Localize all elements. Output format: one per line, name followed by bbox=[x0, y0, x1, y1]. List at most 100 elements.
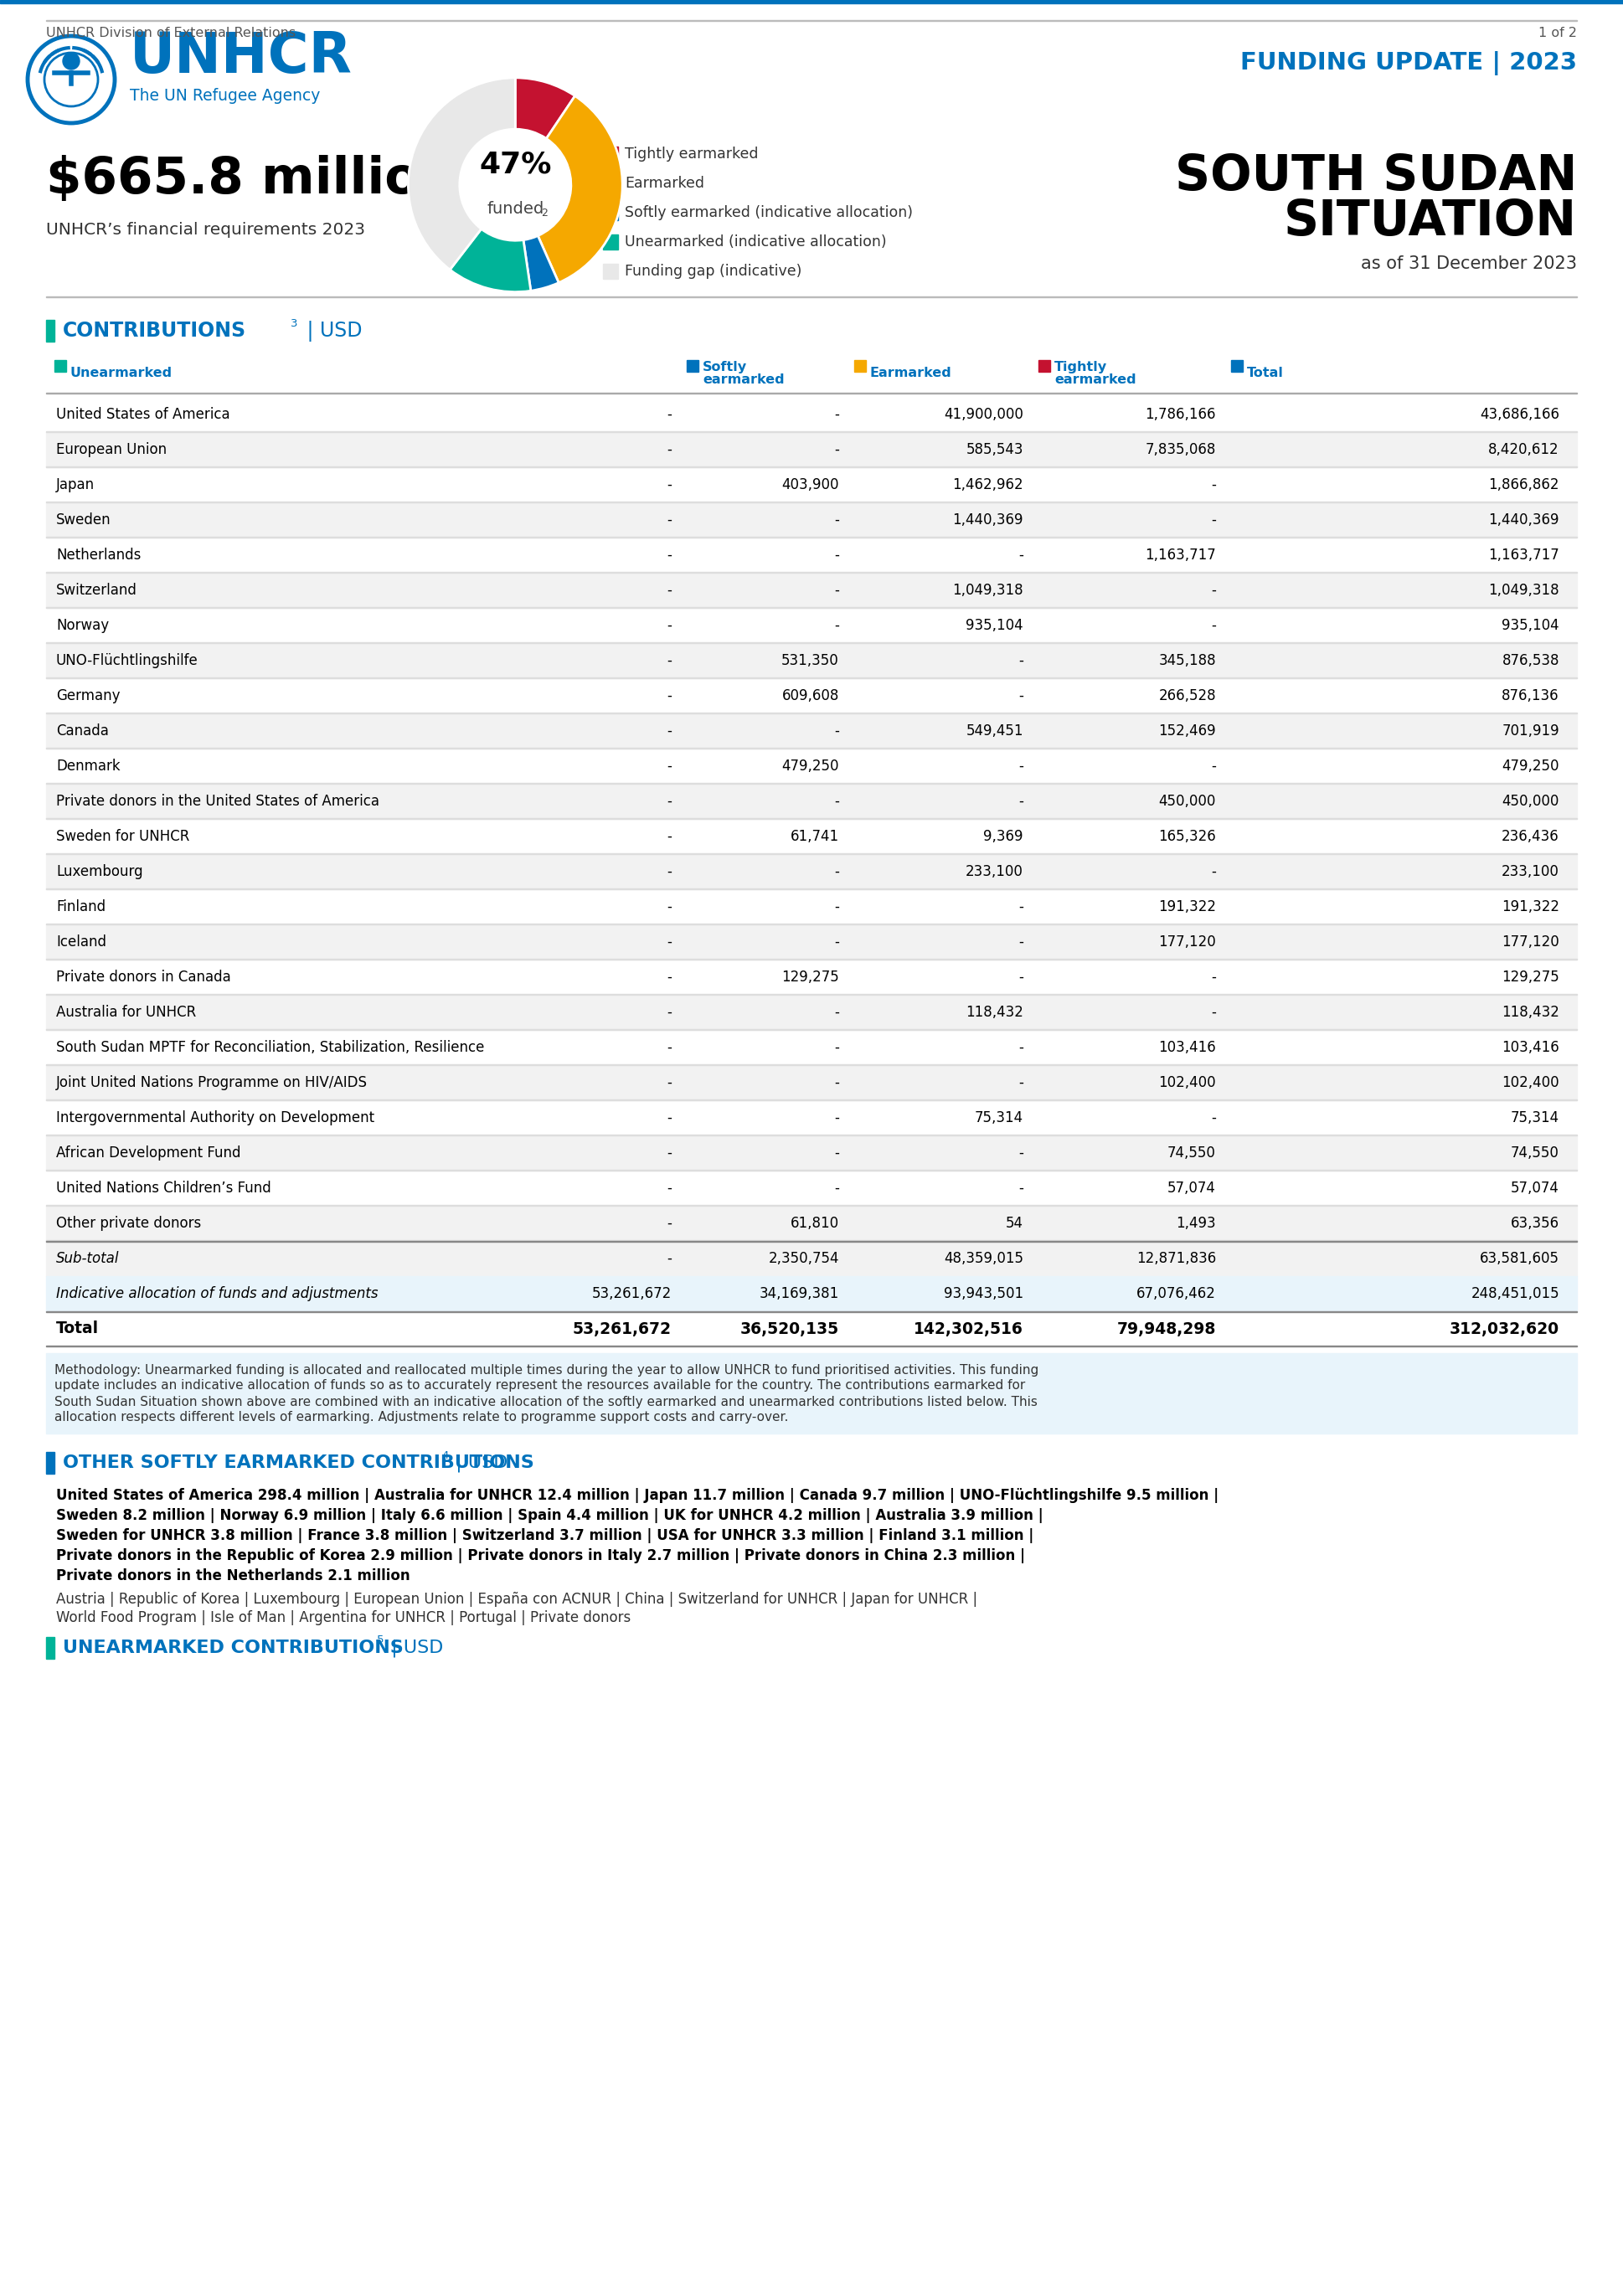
Text: 41,900,000: 41,900,000 bbox=[945, 406, 1024, 422]
Bar bbox=[687, 360, 698, 372]
Text: 403,900: 403,900 bbox=[782, 478, 839, 491]
Text: 36,520,135: 36,520,135 bbox=[740, 1320, 839, 1336]
Text: 129,275: 129,275 bbox=[782, 969, 839, 985]
Text: -: - bbox=[834, 549, 839, 563]
Text: Sweden for UNHCR 3.8 million | France 3.8 million | Switzerland 3.7 million | US: Sweden for UNHCR 3.8 million | France 3.… bbox=[57, 1529, 1034, 1543]
Wedge shape bbox=[537, 96, 622, 282]
Text: Canada: Canada bbox=[57, 723, 109, 739]
Text: $665.8 million: $665.8 million bbox=[45, 156, 456, 204]
Text: Japan: Japan bbox=[57, 478, 94, 491]
Bar bbox=[45, 432, 1578, 468]
Text: as of 31 December 2023: as of 31 December 2023 bbox=[1360, 255, 1578, 273]
Bar bbox=[604, 147, 618, 161]
Text: -: - bbox=[834, 1040, 839, 1056]
Bar bbox=[45, 1352, 1578, 1433]
Bar bbox=[45, 1137, 1578, 1171]
Text: Earmarked: Earmarked bbox=[870, 367, 953, 379]
Text: -: - bbox=[1019, 900, 1024, 914]
Text: UNEARMARKED CONTRIBUTIONS: UNEARMARKED CONTRIBUTIONS bbox=[63, 1639, 404, 1655]
Wedge shape bbox=[523, 236, 558, 292]
Text: Joint United Nations Programme on HIV/AIDS: Joint United Nations Programme on HIV/AI… bbox=[57, 1075, 368, 1091]
Bar bbox=[45, 714, 1578, 748]
Text: 1,049,318: 1,049,318 bbox=[1488, 583, 1560, 597]
Text: 75,314: 75,314 bbox=[975, 1111, 1024, 1125]
Text: 3: 3 bbox=[291, 317, 297, 328]
Text: CONTRIBUTIONS: CONTRIBUTIONS bbox=[63, 321, 247, 340]
Text: The UN Refugee Agency: The UN Refugee Agency bbox=[130, 87, 320, 103]
Text: 450,000: 450,000 bbox=[1159, 794, 1216, 808]
Text: 876,136: 876,136 bbox=[1501, 689, 1560, 703]
Text: Indicative allocation of funds and adjustments: Indicative allocation of funds and adjus… bbox=[57, 1286, 378, 1302]
Text: UNHCR’s financial requirements 2023: UNHCR’s financial requirements 2023 bbox=[45, 223, 370, 239]
Text: Total: Total bbox=[1246, 367, 1284, 379]
Bar bbox=[45, 925, 1578, 960]
Text: -: - bbox=[667, 794, 672, 808]
Text: Norway: Norway bbox=[57, 618, 109, 634]
Text: -: - bbox=[667, 549, 672, 563]
Bar bbox=[604, 177, 618, 191]
Text: Australia for UNHCR: Australia for UNHCR bbox=[57, 1006, 196, 1019]
Text: 12,871,836: 12,871,836 bbox=[1136, 1251, 1216, 1265]
Text: SITUATION: SITUATION bbox=[1284, 197, 1578, 246]
Text: United Nations Children’s Fund: United Nations Children’s Fund bbox=[57, 1180, 271, 1196]
Text: -: - bbox=[834, 618, 839, 634]
Text: Other private donors: Other private donors bbox=[57, 1217, 201, 1231]
Bar bbox=[45, 1240, 1578, 1277]
Bar bbox=[45, 319, 55, 342]
Text: 1,440,369: 1,440,369 bbox=[953, 512, 1024, 528]
Text: Private donors in the Republic of Korea 2.9 million | Private donors in Italy 2.: Private donors in the Republic of Korea … bbox=[57, 1548, 1026, 1564]
Text: 67,076,462: 67,076,462 bbox=[1136, 1286, 1216, 1302]
Text: Sub-total: Sub-total bbox=[57, 1251, 120, 1265]
Text: African Development Fund: African Development Fund bbox=[57, 1146, 240, 1159]
Text: 53,261,672: 53,261,672 bbox=[592, 1286, 672, 1302]
Text: Switzerland: Switzerland bbox=[57, 583, 138, 597]
Text: 585,543: 585,543 bbox=[966, 443, 1024, 457]
Text: Sweden 8.2 million | Norway 6.9 million | Italy 6.6 million | Spain 4.4 million : Sweden 8.2 million | Norway 6.9 million … bbox=[57, 1508, 1044, 1522]
Bar bbox=[604, 264, 618, 278]
Text: -: - bbox=[667, 583, 672, 597]
Text: funded: funded bbox=[487, 202, 544, 216]
Text: -: - bbox=[1019, 1040, 1024, 1056]
Bar bbox=[45, 783, 1578, 820]
Text: 1: 1 bbox=[448, 211, 454, 223]
Text: -: - bbox=[1211, 512, 1216, 528]
Text: -: - bbox=[834, 1075, 839, 1091]
Text: -: - bbox=[667, 1075, 672, 1091]
Bar bbox=[45, 1205, 1578, 1240]
Text: 177,120: 177,120 bbox=[1501, 934, 1560, 951]
Text: 54: 54 bbox=[1006, 1217, 1024, 1231]
Text: -: - bbox=[834, 443, 839, 457]
Text: -: - bbox=[667, 689, 672, 703]
Text: -: - bbox=[667, 829, 672, 845]
Text: FUNDING UPDATE | 2023: FUNDING UPDATE | 2023 bbox=[1240, 51, 1578, 76]
Text: 57,074: 57,074 bbox=[1167, 1180, 1216, 1196]
Text: 61,810: 61,810 bbox=[790, 1217, 839, 1231]
Bar bbox=[45, 572, 1578, 608]
Text: -: - bbox=[1019, 549, 1024, 563]
Wedge shape bbox=[450, 230, 531, 292]
Wedge shape bbox=[514, 78, 575, 138]
Text: -: - bbox=[1211, 969, 1216, 985]
Text: 5: 5 bbox=[377, 1635, 385, 1646]
Text: Total: Total bbox=[57, 1320, 99, 1336]
Bar bbox=[55, 360, 67, 372]
Text: -: - bbox=[667, 934, 672, 951]
Text: Funding gap (indicative): Funding gap (indicative) bbox=[625, 264, 802, 278]
Text: Private donors in the United States of America: Private donors in the United States of A… bbox=[57, 794, 380, 808]
Text: Unearmarked (indicative allocation): Unearmarked (indicative allocation) bbox=[625, 234, 886, 250]
Text: earmarked: earmarked bbox=[1055, 374, 1136, 386]
Text: 248,451,015: 248,451,015 bbox=[1470, 1286, 1560, 1302]
Text: 191,322: 191,322 bbox=[1159, 900, 1216, 914]
Text: Sweden: Sweden bbox=[57, 512, 110, 528]
Bar bbox=[1232, 360, 1243, 372]
Text: Softly: Softly bbox=[703, 360, 747, 372]
Bar bbox=[45, 1637, 55, 1658]
Text: -: - bbox=[834, 934, 839, 951]
Text: 1,866,862: 1,866,862 bbox=[1488, 478, 1560, 491]
Text: Sweden for UNHCR: Sweden for UNHCR bbox=[57, 829, 190, 845]
Text: South Sudan Situation shown above are combined with an indicative allocation of : South Sudan Situation shown above are co… bbox=[55, 1396, 1037, 1407]
Text: Private donors in Canada: Private donors in Canada bbox=[57, 969, 230, 985]
Text: earmarked: earmarked bbox=[703, 374, 784, 386]
Text: -: - bbox=[667, 758, 672, 774]
Circle shape bbox=[63, 53, 80, 69]
